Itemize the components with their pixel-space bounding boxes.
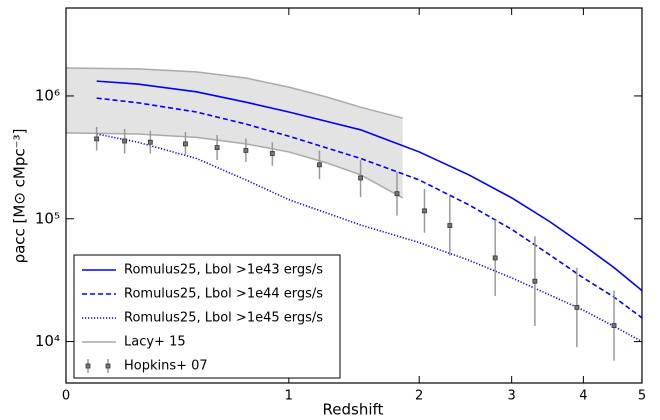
point xyxy=(183,141,188,147)
point xyxy=(94,136,100,142)
line xyxy=(96,80,643,292)
x-axis-label: Redshift xyxy=(323,401,384,419)
legend-label: Romulus25, Lbol >1e43 ergs/s xyxy=(124,263,323,278)
point xyxy=(358,175,363,181)
band-edge xyxy=(65,67,403,119)
point xyxy=(214,145,220,150)
point xyxy=(147,139,153,145)
point xyxy=(447,223,453,228)
band-edge xyxy=(65,132,404,199)
point xyxy=(532,278,538,284)
band-fill xyxy=(66,67,403,198)
line xyxy=(96,133,643,343)
point xyxy=(574,304,580,310)
y-axis-label: ρacc [M⊙ cMpc⁻³] xyxy=(11,129,29,264)
y-tick-label: 10⁵ xyxy=(35,209,60,227)
legend-label: Romulus25, Lbol >1e44 ergs/s xyxy=(124,287,323,302)
legend-label: Hopkins+ 07 xyxy=(124,359,208,374)
point xyxy=(122,138,128,144)
legend-label: Romulus25, Lbol >1e45 ergs/s xyxy=(124,311,323,326)
legend-label: Lacy+ 15 xyxy=(124,335,186,350)
point xyxy=(243,148,249,153)
y-tick-label: 10⁴ xyxy=(35,332,60,350)
plot-frame xyxy=(65,7,643,384)
x-tick-label: 3 xyxy=(508,389,516,404)
point xyxy=(422,208,427,214)
point xyxy=(611,323,617,328)
x-tick-label: 0 xyxy=(62,389,70,404)
point xyxy=(394,191,400,197)
legend-box xyxy=(73,254,341,379)
point xyxy=(492,255,498,261)
legend-swatch xyxy=(105,363,111,369)
point xyxy=(317,162,322,168)
x-tick-label: 1 xyxy=(285,389,293,404)
x-tick-label: 2 xyxy=(415,389,423,404)
y-tick-label: 10⁶ xyxy=(35,86,60,104)
legend-swatch xyxy=(85,363,91,369)
line xyxy=(96,97,643,319)
x-tick-label: 4 xyxy=(579,389,587,404)
x-tick-label: 5 xyxy=(638,389,646,404)
point xyxy=(269,151,275,156)
